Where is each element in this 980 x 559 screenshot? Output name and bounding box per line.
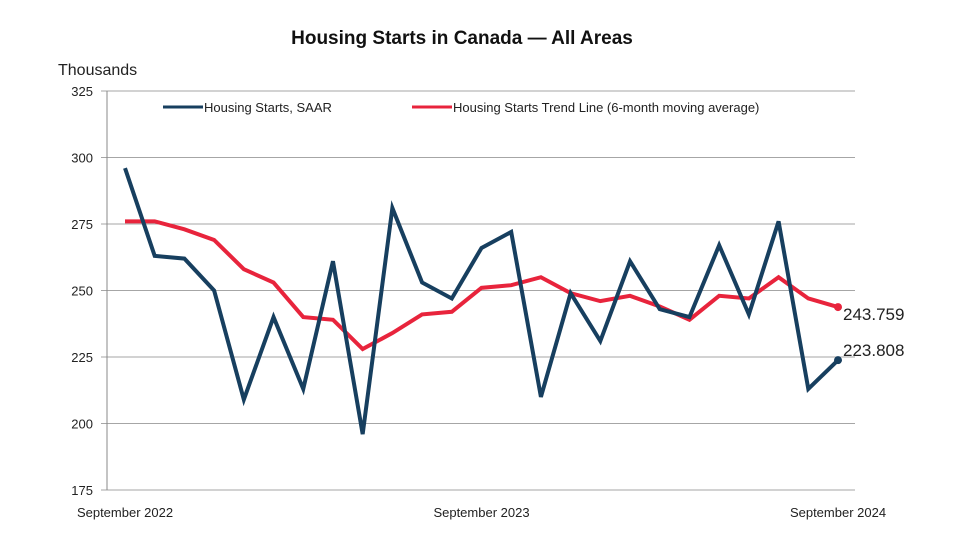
x-tick-labels: September 2022 September 2023 September 20… <box>77 505 886 520</box>
y-tick-label: 250 <box>71 284 93 299</box>
y-tick-label: 325 <box>71 84 93 99</box>
series-line <box>125 219 839 352</box>
legend-label: Housing Starts Trend Line (6-month movin… <box>453 100 759 115</box>
chart-title: Housing Starts in Canada — All Areas <box>291 28 633 49</box>
x-tick-label: September 2023 <box>433 505 529 520</box>
end-data-label: 223.808 <box>843 341 904 360</box>
series-line <box>123 167 840 435</box>
y-tick-label: 225 <box>71 350 93 365</box>
legend-label: Housing Starts, SAAR <box>204 100 332 115</box>
end-data-label: 243.759 <box>843 305 904 324</box>
data-point <box>834 356 842 365</box>
y-axis-unit-label: Thousands <box>58 62 137 79</box>
y-tick-label: 200 <box>71 417 93 432</box>
data-point <box>834 303 842 312</box>
y-tick-labels: 175 200 225 250 275 300 325 <box>71 84 93 498</box>
y-tick-label: 275 <box>71 217 93 232</box>
x-tick-label: September 2024 <box>790 505 886 520</box>
series-group: 243.759 223.808 <box>123 167 904 435</box>
y-tick-label: 175 <box>71 483 93 498</box>
legend: Housing Starts, SAAR Housing Starts Trend… <box>163 100 759 115</box>
gridlines <box>101 90 855 491</box>
x-tick-label: September 2022 <box>77 505 173 520</box>
y-tick-label: 300 <box>71 151 93 166</box>
